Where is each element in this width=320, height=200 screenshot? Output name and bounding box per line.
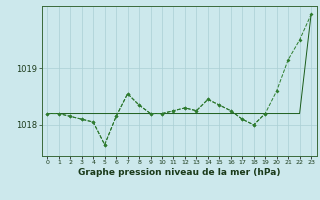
X-axis label: Graphe pression niveau de la mer (hPa): Graphe pression niveau de la mer (hPa) xyxy=(78,168,280,177)
